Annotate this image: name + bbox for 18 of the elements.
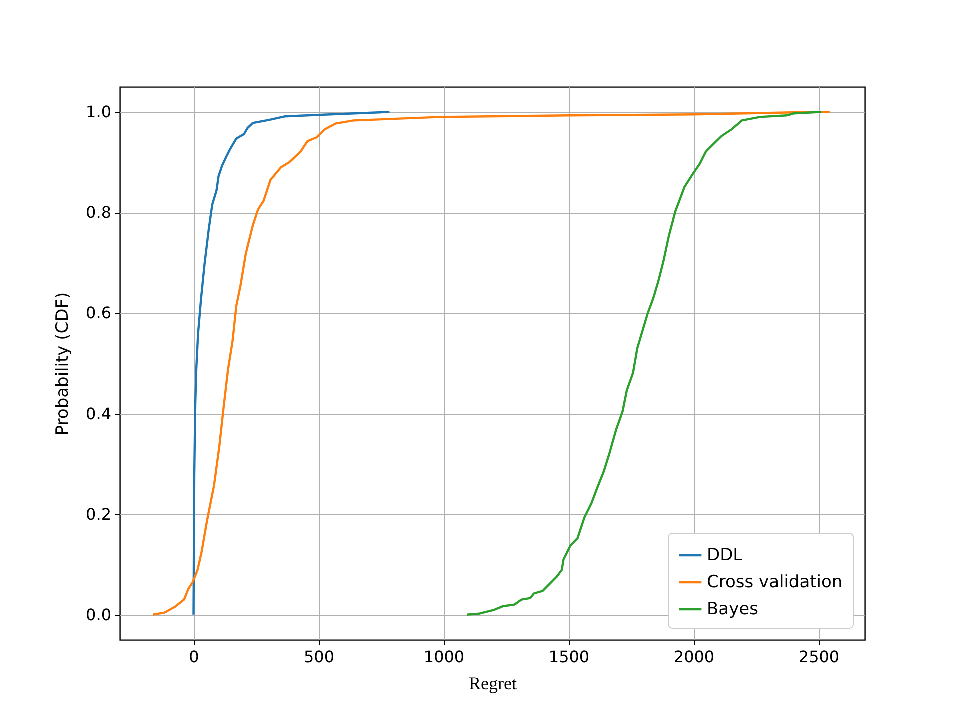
y-tick-label: 0.6 — [86, 304, 112, 323]
y-tick-label: 0.0 — [86, 605, 112, 624]
y-tick-label: 0.4 — [86, 404, 112, 424]
x-tick-label: 2500 — [798, 648, 840, 666]
y-axis-title: Probability (CDF) — [53, 292, 74, 436]
x-axis-title: Regret — [469, 674, 517, 694]
line-series — [192, 111, 391, 616]
x-tick-label: 2000 — [674, 648, 715, 666]
x-tick-label: 500 — [304, 648, 335, 666]
legend-label: Cross validation — [707, 572, 843, 592]
legend-label: DDL — [707, 546, 744, 566]
legend-label: Bayes — [707, 600, 759, 620]
x-tick-label: 1000 — [424, 648, 465, 666]
y-tick-label: 0.2 — [86, 504, 112, 524]
y-tick-label: 1.0 — [86, 102, 112, 122]
y-tick-label: 0.8 — [86, 203, 112, 222]
x-tick-label: 1500 — [548, 648, 590, 666]
x-tick-label: 0 — [189, 648, 200, 666]
